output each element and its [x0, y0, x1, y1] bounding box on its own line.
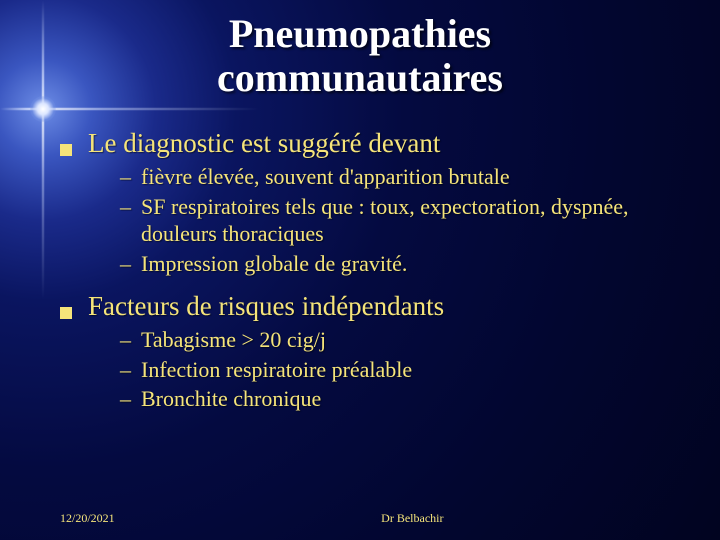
dash-bullet-icon: – [120, 385, 131, 413]
slide-title: Pneumopathies communautaires [0, 0, 720, 100]
slide-content: Pneumopathies communautaires Le diagnost… [0, 0, 720, 540]
bullet-level2: – fièvre élevée, souvent d'apparition br… [120, 163, 680, 191]
sub-bullet-text: Bronchite chronique [141, 385, 321, 413]
slide-body: Le diagnostic est suggéré devant – fièvr… [0, 100, 720, 413]
square-bullet-icon [60, 307, 72, 319]
bullet-level2: – Bronchite chronique [120, 385, 680, 413]
title-line-2: communautaires [0, 56, 720, 100]
bullet-level2: – Impression globale de gravité. [120, 250, 680, 278]
dash-bullet-icon: – [120, 193, 131, 221]
title-line-1: Pneumopathies [0, 12, 720, 56]
sub-bullets: – fièvre élevée, souvent d'apparition br… [60, 163, 680, 277]
sub-bullet-text: SF respiratoires tels que : toux, expect… [141, 193, 680, 248]
sub-bullet-text: Infection respiratoire préalable [141, 356, 412, 384]
sub-bullet-text: Impression globale de gravité. [141, 250, 407, 278]
dash-bullet-icon: – [120, 163, 131, 191]
square-bullet-icon [60, 144, 72, 156]
dash-bullet-icon: – [120, 250, 131, 278]
slide-footer: 12/20/2021 Dr Belbachir [0, 511, 720, 526]
dash-bullet-icon: – [120, 326, 131, 354]
bullet-text: Le diagnostic est suggéré devant [88, 128, 440, 159]
bullet-level2: – Infection respiratoire préalable [120, 356, 680, 384]
bullet-level1: Facteurs de risques indépendants [60, 291, 680, 322]
footer-date: 12/20/2021 [60, 511, 115, 526]
bullet-level2: – SF respiratoires tels que : toux, expe… [120, 193, 680, 248]
sub-bullet-text: Tabagisme > 20 cig/j [141, 326, 326, 354]
footer-author: Dr Belbachir [115, 511, 680, 526]
bullet-level2: – Tabagisme > 20 cig/j [120, 326, 680, 354]
bullet-text: Facteurs de risques indépendants [88, 291, 444, 322]
sub-bullet-text: fièvre élevée, souvent d'apparition brut… [141, 163, 510, 191]
dash-bullet-icon: – [120, 356, 131, 384]
sub-bullets: – Tabagisme > 20 cig/j – Infection respi… [60, 326, 680, 413]
bullet-level1: Le diagnostic est suggéré devant [60, 128, 680, 159]
